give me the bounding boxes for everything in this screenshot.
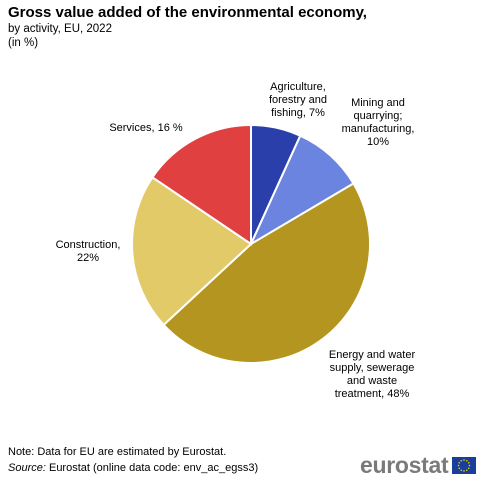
pie-chart: Agriculture, forestry and fishing, 7% Minin… (56, 81, 416, 400)
footnote: Note: Data for EU are estimated by Euros… (8, 446, 227, 458)
logo-text: eurostat (360, 451, 449, 478)
pie-slice-5 (151, 123, 252, 246)
pie-slice-3 (162, 182, 371, 365)
source-line: Source: Eurostat (online data code: env_… (8, 462, 258, 474)
eu-flag-icon (452, 456, 477, 474)
slice-label-4: Construction, 22% (56, 239, 121, 264)
slice-label-5: Services, 16 % (109, 122, 183, 134)
source-label: Source: (8, 462, 46, 474)
subtitle-line-1: by activity, EU, 2022 (8, 23, 112, 35)
slice-label-3: Energy and water supply, sewerage and wast… (329, 349, 416, 400)
pie-slice-4 (130, 175, 253, 327)
source-text: Eurostat (online data code: env_ac_egss3… (45, 462, 259, 474)
chart-title: Gross value added of the environmental e… (8, 4, 367, 21)
chart-subtitle: by activity, EU, 2022 (in %) (8, 22, 112, 50)
slice-label-1: Agriculture, forestry and fishing, 7% (269, 81, 327, 119)
eurostat-logo: eurostat (360, 451, 477, 478)
subtitle-line-2: (in %) (8, 37, 39, 49)
slice-label-2: Mining and quarrying; manufacturing, 10% (342, 97, 415, 148)
